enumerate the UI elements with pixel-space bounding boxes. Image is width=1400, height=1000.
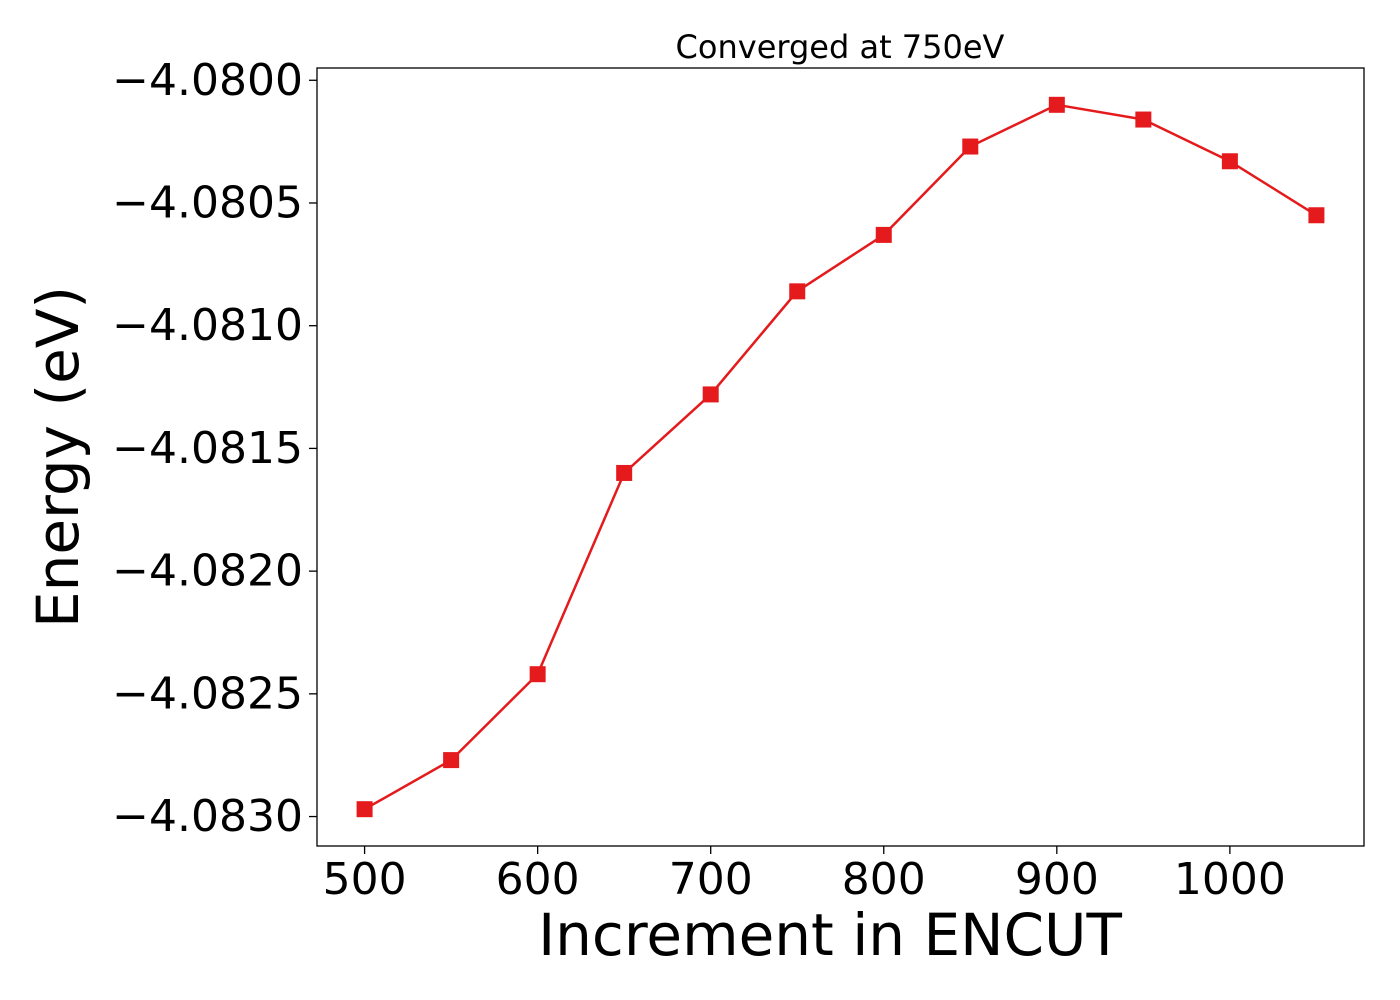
data-point-marker	[1308, 207, 1325, 224]
y-tick-label: −4.0810	[112, 300, 303, 351]
data-point-marker	[875, 226, 892, 243]
data-point-marker	[443, 752, 460, 769]
series-line	[363, 103, 1318, 811]
y-tick-label: −4.0820	[112, 546, 303, 597]
data-point-marker	[616, 464, 633, 481]
y-tick-label: −4.0800	[112, 55, 303, 106]
x-tick-label: 600	[496, 854, 580, 905]
data-point-marker	[1221, 153, 1238, 170]
x-tick-label: 500	[323, 854, 407, 905]
x-tick-label: 1000	[1174, 854, 1286, 905]
series-layer	[356, 96, 1325, 818]
x-tick-label: 700	[669, 854, 753, 905]
chart-title: Converged at 750eV	[676, 28, 1005, 66]
y-axis-label: Energy (eV)	[24, 286, 92, 628]
data-point-marker	[962, 138, 979, 155]
x-axis-label: Increment in ENCUT	[538, 901, 1122, 969]
y-tick-label: −4.0815	[112, 423, 303, 474]
plot-frame	[316, 67, 1365, 847]
data-point-marker	[356, 801, 373, 818]
y-tick-label: −4.0805	[112, 177, 303, 228]
data-point-marker	[1135, 111, 1152, 128]
y-tick-label: −4.0825	[112, 668, 303, 719]
data-point-marker	[529, 666, 546, 683]
x-tick-label: 900	[1015, 854, 1099, 905]
y-tick-label: −4.0830	[112, 791, 303, 842]
data-point-marker	[789, 283, 806, 300]
data-point-marker	[702, 386, 719, 403]
y-axis-ticks: −4.0830 −4.0825 −4.0820 −4.0815 −4.0810 −4.08…	[112, 55, 317, 842]
x-tick-label: 800	[842, 854, 926, 905]
x-axis-ticks: 500 600 700 800 900 1000	[323, 846, 1286, 905]
data-point-marker	[1048, 96, 1065, 113]
